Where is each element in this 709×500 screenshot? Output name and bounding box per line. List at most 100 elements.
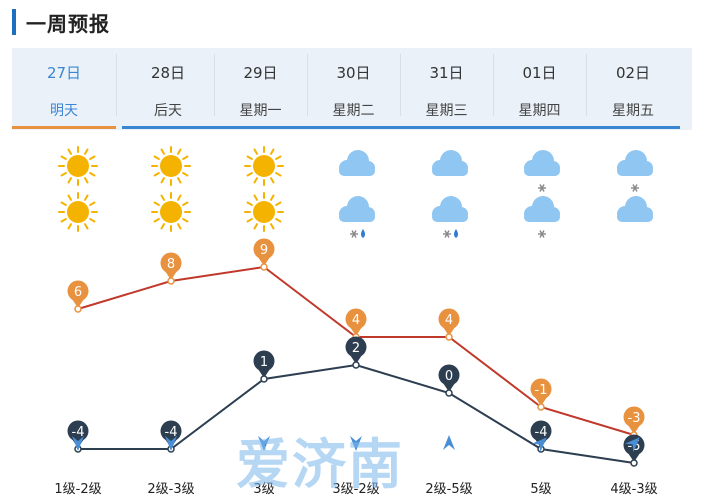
sun-disc [253, 201, 275, 223]
wind-arrow-shape [624, 437, 640, 453]
wind-level: 3级 [253, 482, 275, 497]
tab-day-0[interactable]: 27日 明天 [12, 48, 117, 130]
sun-ray [275, 155, 282, 160]
wind-arrow-shape [165, 436, 177, 451]
sun-ray [177, 148, 182, 155]
north-wind-icon [72, 436, 84, 451]
sun-ray [246, 172, 253, 177]
marker-bubble [530, 378, 552, 400]
sun-ray [153, 218, 160, 223]
sun-disc [160, 155, 182, 177]
sun-ray [182, 201, 189, 206]
cloud-base [617, 166, 653, 176]
snowflake [443, 230, 451, 238]
high-temp-marker: 9 [253, 238, 275, 271]
sun-ray [246, 155, 253, 160]
tab-underline [12, 126, 116, 129]
snow-cloud-icon [524, 150, 560, 192]
sun-ray [84, 177, 89, 184]
wind-level: 2级-3级 [147, 482, 195, 497]
sun-disc [160, 201, 182, 223]
wind-arrow-shape [350, 436, 362, 451]
cloud-icon [339, 150, 375, 176]
tab-date: 01日 [522, 64, 557, 82]
marker-value: 6 [74, 285, 82, 300]
snowflake-arm [539, 184, 545, 192]
sun-ray [275, 201, 282, 206]
sun-ray [153, 201, 160, 206]
sun-ray [182, 155, 189, 160]
sun-ray [270, 194, 275, 201]
wind-level: 4级-3级 [610, 482, 658, 497]
cloud-base [524, 166, 560, 176]
marker-bubble [623, 406, 645, 428]
marker-point [74, 305, 82, 313]
sun-ray [67, 223, 72, 230]
watermark: 爱济南 [236, 433, 404, 496]
marker-bubble [160, 420, 182, 442]
tab-day-6[interactable]: 02日 星期五 [586, 48, 680, 130]
sun-ray [89, 155, 96, 160]
sun-ray [84, 194, 89, 201]
tab-separator [493, 54, 494, 116]
tab-date: 30日 [336, 64, 371, 82]
north-wind-icon [165, 436, 177, 451]
sun-icon [151, 192, 191, 232]
tab-day-4[interactable]: 31日 星期三 [400, 48, 494, 130]
marker-bubble [253, 350, 275, 372]
low-temp-marker: 1 [253, 350, 275, 383]
tab-day-1[interactable]: 28日后天 [122, 48, 215, 130]
wind-arrow-shape [531, 437, 547, 453]
sun-ray [160, 177, 165, 184]
marker-bubble [345, 308, 367, 330]
day-tabs: 27日 明天 28日 后天 29日 星期一 30日 星期二 31日 星期三 01日 星期四 02日 星期五 [12, 48, 692, 130]
sun-icon [58, 146, 98, 186]
marker-bubble [67, 420, 89, 442]
snowflake [538, 184, 546, 192]
sun-ray [84, 148, 89, 155]
snowflake [538, 230, 546, 238]
sun-ray [89, 201, 96, 206]
tab-date: 29日 [243, 64, 278, 82]
marker-point [630, 459, 638, 467]
wind-level: 2级-5级 [425, 482, 473, 497]
snowflake-arm [539, 230, 545, 238]
high-temp-marker: 8 [160, 252, 182, 285]
tab-weekday: 后天 [154, 103, 182, 119]
sun-ray [275, 172, 282, 177]
wind-level: 5级 [530, 482, 552, 497]
tab-weekday: 星期二 [332, 103, 375, 119]
tab-date: 28日 [150, 64, 186, 82]
page-title: 一周预报 [26, 12, 110, 36]
sun-ray [153, 155, 160, 160]
marker-value: 8 [167, 257, 175, 272]
wind-level: 3级-2级 [332, 482, 380, 497]
marker-point [167, 277, 175, 285]
sun-ray [160, 194, 165, 201]
sun-ray [60, 218, 67, 223]
tab-day-5[interactable]: 01日 星期四 [493, 48, 587, 130]
sun-ray [67, 177, 72, 184]
high-temp-marker: -1 [530, 378, 552, 411]
marker-value: -4 [535, 425, 548, 440]
cloud-base [524, 212, 560, 222]
sun-disc [67, 201, 89, 223]
sun-disc [67, 155, 89, 177]
sleet-cloud-icon [432, 196, 468, 238]
sun-ray [67, 148, 72, 155]
tab-weekday: 明天 [50, 103, 78, 119]
marker-bubble [253, 238, 275, 260]
marker-value: 2 [352, 341, 360, 356]
sun-ray [177, 223, 182, 230]
sleet-cloud-icon [339, 196, 375, 238]
tab-day-2[interactable]: 29日星期一 [214, 48, 308, 130]
tab-day-3[interactable]: 30日星期二 [307, 48, 401, 130]
marker-value: -4 [72, 425, 85, 440]
snowflake-arm [444, 230, 450, 238]
tab-separator [400, 54, 401, 116]
sun-ray [182, 218, 189, 223]
snowflake-arm [351, 230, 357, 238]
raindrop [361, 229, 365, 238]
sun-ray [89, 218, 96, 223]
tab-weekday: 星期一 [239, 103, 282, 119]
